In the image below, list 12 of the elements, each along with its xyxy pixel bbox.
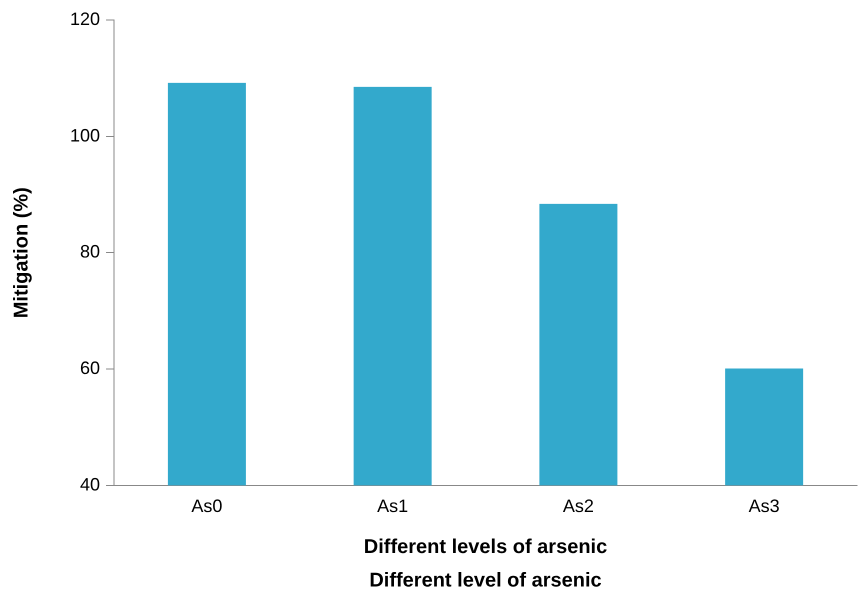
x-axis-title: Different level of arsenic [369, 570, 602, 592]
x-tick-label: As3 [748, 496, 780, 516]
y-axis-title: Mitigation (%) [10, 187, 33, 318]
x-tick-label: As1 [377, 496, 408, 516]
x-tick-label: As2 [562, 496, 594, 516]
y-tick-label: 40 [80, 474, 100, 494]
y-tick-label: 120 [70, 8, 100, 29]
y-tick-label: 80 [80, 242, 100, 262]
text: Different levels of arsenic [364, 536, 608, 558]
x-tick-label: As0 [191, 496, 222, 516]
y-tick-label: 60 [80, 358, 100, 378]
y-tick-label: 100 [70, 125, 100, 146]
